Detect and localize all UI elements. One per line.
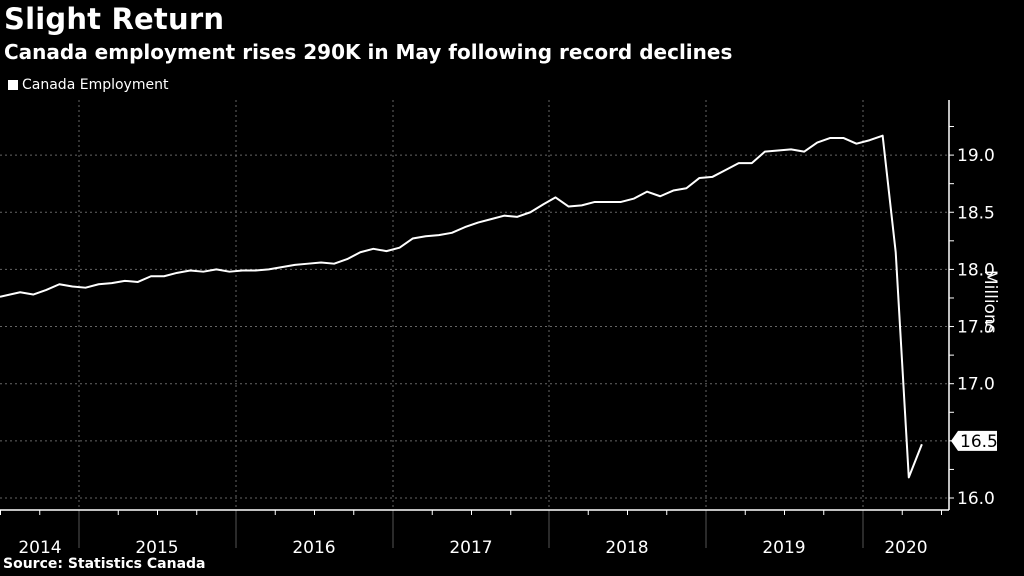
y-tick-label: 16.0: [957, 489, 995, 509]
x-tick-label: 2016: [292, 538, 335, 558]
y-tick-label: 18.5: [957, 203, 995, 223]
last-value-callout: [951, 430, 997, 451]
x-tick-label: 2019: [762, 538, 805, 558]
y-axis-label: Millions: [980, 270, 1000, 334]
y-tick-label: 18.0: [957, 260, 995, 280]
y-tick-label: 17.5: [957, 318, 995, 338]
x-tick-label: 2020: [884, 538, 927, 558]
chart-title: Slight Return: [4, 2, 225, 36]
last-value-label: 16.5: [960, 432, 998, 452]
x-tick-label: 2014: [18, 538, 61, 558]
y-tick-label: 19.0: [957, 146, 995, 166]
y-tick-label: 17.0: [957, 375, 995, 395]
legend: Canada Employment: [8, 77, 168, 93]
employment-line: [0, 134, 923, 479]
x-tick-label: 2017: [449, 538, 492, 558]
x-tick-label: 2018: [605, 538, 648, 558]
chart-subtitle: Canada employment rises 290K in May foll…: [4, 40, 733, 64]
x-tick-label: 2015: [135, 538, 178, 558]
legend-swatch: [8, 80, 18, 90]
source-note: Source: Statistics Canada: [3, 556, 206, 572]
legend-label: Canada Employment: [22, 77, 169, 93]
